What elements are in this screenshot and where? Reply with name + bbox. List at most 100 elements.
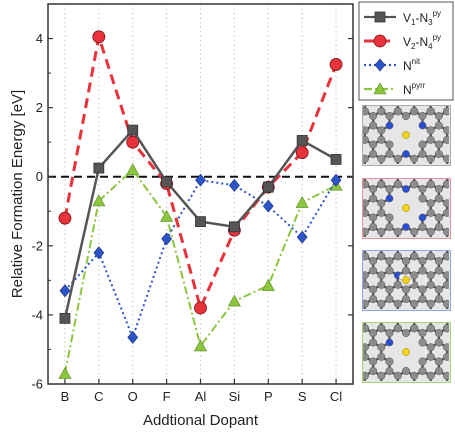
carbon-atom [434, 184, 443, 193]
point-cl [329, 58, 343, 71]
carbon-atom [443, 324, 449, 333]
graphene-lattice [363, 323, 449, 381]
carbon-atom [426, 135, 435, 144]
x-tick-label-s: S [298, 389, 307, 404]
point-al [195, 173, 206, 187]
carbon-atom [418, 295, 427, 304]
carbon-atom [410, 107, 419, 116]
carbon-atom [369, 121, 378, 130]
carbon-atom [369, 338, 378, 347]
carbon-atom [369, 140, 378, 149]
carbon-atom [377, 154, 386, 163]
carbon-atom [377, 227, 386, 236]
point-s [295, 146, 309, 159]
carbon-atom [363, 252, 369, 261]
carbon-atom [369, 367, 378, 376]
carbon-atom [418, 338, 427, 347]
carbon-atom [434, 223, 443, 232]
carbon-atom [434, 367, 443, 376]
carbon-atom [426, 154, 435, 163]
carbon-atom [402, 111, 411, 120]
carbon-atom [434, 256, 443, 265]
point-p [262, 199, 274, 213]
carbon-atom [385, 150, 394, 159]
legend-label: Nnit [403, 57, 421, 73]
carbon-atom [393, 154, 402, 163]
carbon-atom [385, 256, 394, 265]
point-c [92, 194, 106, 207]
point-f [160, 209, 174, 222]
carbon-atom [418, 194, 427, 203]
carbon-atom [385, 140, 394, 149]
series-nnit [59, 173, 342, 344]
legend-marker [374, 11, 386, 23]
carbon-atom [393, 107, 402, 116]
carbon-atom [426, 299, 435, 308]
point-p [261, 278, 275, 291]
carbon-atom [426, 371, 435, 380]
point-c [93, 246, 105, 260]
graphene-lattice [363, 179, 449, 237]
point-s [296, 135, 308, 146]
legend-label: Npyrr [403, 81, 426, 97]
carbon-atom [410, 227, 419, 236]
carbon-atom [377, 180, 386, 189]
x-tick-label-p: P [264, 389, 273, 404]
legend-label: V1-N3py [403, 9, 441, 27]
carbon-atom [377, 271, 386, 280]
carbon-atom [385, 111, 394, 120]
y-tick-label: -2 [31, 238, 43, 253]
point-p [262, 181, 274, 193]
carbon-atom [369, 256, 378, 265]
nitrogen-atom [418, 121, 427, 130]
carbon-atom [363, 154, 369, 163]
carbon-atom [402, 285, 411, 294]
carbon-atom [369, 194, 378, 203]
axis-ticks: -6 -4 -2 0 2 4 B C O F Al Si P S Cl [31, 31, 353, 404]
carbon-atom [377, 252, 386, 261]
point-b [59, 284, 71, 298]
carbon-atom [426, 324, 435, 333]
carbon-atom [385, 328, 394, 337]
carbon-atom [363, 280, 369, 289]
point-o [127, 330, 139, 344]
carbon-atom [418, 285, 427, 294]
nitrogen-atom [402, 185, 410, 193]
carbon-atom [434, 285, 443, 294]
carbon-atom [369, 285, 378, 294]
carbon-atom [443, 180, 449, 189]
legend-marker [373, 34, 387, 48]
carbon-atom [363, 126, 369, 135]
inset-npyrr [362, 322, 451, 383]
carbon-atom [385, 367, 394, 376]
carbon-atom [434, 121, 443, 130]
carbon-atom [418, 223, 427, 232]
carbon-atom [418, 256, 427, 265]
carbon-atom [426, 280, 435, 289]
carbon-atom [443, 343, 449, 352]
carbon-atom [393, 252, 402, 261]
x-tick-label-si: Si [229, 389, 241, 404]
y-tick-label: 2 [36, 100, 43, 115]
nitrogen-atom [385, 338, 394, 347]
carbon-atom [377, 107, 386, 116]
carbon-atom [426, 352, 435, 361]
carbon-atom [434, 357, 443, 366]
y-axis-label: Relative Formation Energy [eV] [9, 90, 26, 298]
point-al [193, 339, 208, 352]
dopant-atom [402, 348, 410, 356]
carbon-atom [377, 135, 386, 144]
carbon-atom [385, 357, 394, 366]
carbon-atom [393, 324, 402, 333]
carbon-atom [369, 150, 378, 159]
carbon-atom [418, 367, 427, 376]
point-s [295, 196, 309, 208]
carbon-atom [377, 280, 386, 289]
carbon-atom [377, 343, 386, 352]
x-tick-label-al: Al [195, 389, 207, 404]
point-f [161, 176, 173, 188]
inset-v1-n3py [362, 105, 451, 166]
graphene-lattice [363, 251, 449, 309]
point-cl [330, 154, 342, 165]
point-si [227, 294, 241, 307]
